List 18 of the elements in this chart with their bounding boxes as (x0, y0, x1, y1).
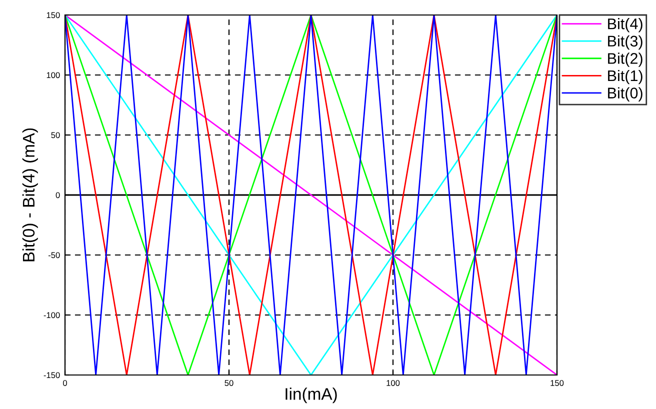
y-tick-label: -50 (48, 252, 60, 258)
y-axis-title: Bit(0) - Bit(4) (mA) (22, 128, 38, 262)
x-tick-label: 0 (63, 380, 67, 386)
x-axis-title: Iin(mA) (286, 388, 337, 404)
y-tick-label: 0 (56, 192, 60, 198)
y-tick-label: 100 (46, 72, 60, 78)
x-tick-label: 100 (386, 380, 400, 386)
x-tick-label: 150 (550, 380, 564, 386)
legend-label: Bit(0) (608, 87, 642, 102)
y-tick-label: 150 (46, 12, 60, 18)
legend-label: Bit(4) (608, 18, 642, 32)
legend-label: Bit(1) (608, 70, 642, 84)
x-tick-label: 50 (224, 380, 234, 386)
legend-label: Bit(2) (608, 52, 642, 67)
y-tick-label: 50 (51, 132, 60, 138)
legend-label: Bit(3) (608, 35, 642, 50)
y-tick-label: -150 (44, 372, 60, 378)
y-tick-label: -100 (44, 312, 60, 318)
